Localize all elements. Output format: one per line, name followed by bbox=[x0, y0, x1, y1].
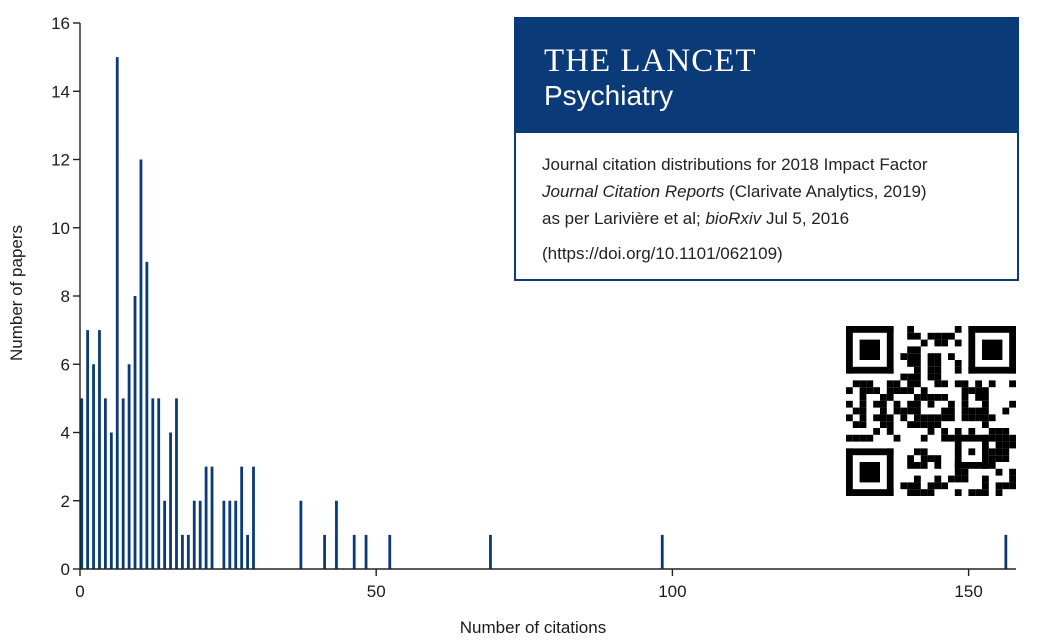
histogram-bar bbox=[352, 534, 356, 569]
histogram-bar bbox=[86, 330, 90, 569]
histogram-bar bbox=[121, 398, 125, 569]
histogram-bar bbox=[299, 500, 303, 569]
histogram-bar bbox=[192, 500, 196, 569]
histogram-bar bbox=[157, 398, 161, 569]
histogram-bar bbox=[181, 534, 184, 569]
histogram-bar bbox=[240, 466, 244, 569]
x-axis-title: Number of citations bbox=[460, 618, 606, 637]
info-line-3: as per Larivière et al; bioRxiv Jul 5, 2… bbox=[542, 205, 1017, 232]
x-tick-label: 0 bbox=[75, 582, 84, 601]
histogram-bar bbox=[151, 398, 155, 569]
histogram-bar bbox=[1004, 534, 1008, 569]
lancet-header: THE LANCET Psychiatry bbox=[516, 19, 1017, 133]
histogram-bar bbox=[222, 500, 226, 569]
x-tick-label: 100 bbox=[658, 582, 686, 601]
x-tick-label: 50 bbox=[367, 582, 386, 601]
info-line-2: Journal Citation Reports (Clarivate Anal… bbox=[542, 178, 1017, 205]
histogram-bar bbox=[115, 57, 119, 569]
citation-date: Jul 5, 2016 bbox=[761, 209, 850, 228]
histogram-bar bbox=[234, 500, 238, 569]
histogram-bar bbox=[80, 398, 84, 569]
histogram-bar bbox=[169, 432, 172, 569]
histogram-bar bbox=[210, 466, 214, 569]
histogram-bar bbox=[103, 398, 107, 569]
x-tick-label: 150 bbox=[954, 582, 982, 601]
y-tick-label: 0 bbox=[61, 560, 70, 579]
histogram-bar bbox=[198, 500, 202, 569]
histogram-bar bbox=[364, 534, 368, 569]
jcr-name: Journal Citation Reports bbox=[542, 182, 725, 201]
histogram-bar bbox=[388, 534, 392, 569]
y-tick-label: 12 bbox=[51, 151, 70, 170]
histogram-bar bbox=[228, 500, 232, 569]
lancet-info-box: THE LANCET Psychiatry Journal citation d… bbox=[514, 17, 1019, 281]
journal-subtitle: Psychiatry bbox=[544, 80, 674, 111]
citation-prefix: as per Larivière et al; bbox=[542, 209, 706, 228]
y-tick-label: 4 bbox=[61, 424, 70, 443]
histogram-bar bbox=[175, 398, 178, 569]
histogram-bar bbox=[660, 534, 664, 569]
info-line-1: Journal citation distributions for 2018 … bbox=[542, 155, 928, 174]
histogram-bar bbox=[92, 364, 95, 569]
biorxiv-name: bioRxiv bbox=[705, 209, 762, 228]
y-tick-label: 16 bbox=[51, 14, 70, 33]
y-tick-label: 8 bbox=[61, 287, 70, 306]
histogram-bar bbox=[335, 500, 338, 569]
doi-link[interactable]: (https://doi.org/10.1101/062109) bbox=[542, 244, 783, 263]
journal-title: THE LANCET bbox=[544, 43, 757, 79]
histogram-bar bbox=[98, 330, 101, 569]
histogram-bar bbox=[323, 534, 326, 569]
y-tick-label: 2 bbox=[61, 492, 70, 511]
histogram-bar bbox=[127, 364, 131, 569]
histogram-bar bbox=[186, 534, 190, 569]
y-axis-title: Number of papers bbox=[7, 225, 26, 361]
qr-code-icon bbox=[846, 326, 1016, 496]
histogram-bar bbox=[109, 432, 113, 569]
histogram-bar bbox=[139, 159, 143, 569]
y-tick-label: 14 bbox=[51, 82, 70, 101]
jcr-source: (Clarivate Analytics, 2019) bbox=[724, 182, 927, 201]
histogram-bar bbox=[133, 296, 137, 569]
y-tick-label: 6 bbox=[61, 355, 70, 374]
histogram-bar bbox=[489, 534, 492, 569]
histogram-bar bbox=[163, 500, 167, 569]
info-text: Journal citation distributions for 2018 … bbox=[516, 133, 1017, 267]
histogram-bar bbox=[204, 466, 208, 569]
histogram-bar bbox=[145, 261, 149, 569]
y-tick-label: 10 bbox=[51, 219, 70, 238]
histogram-bar bbox=[252, 466, 255, 569]
histogram-bar bbox=[246, 534, 249, 569]
